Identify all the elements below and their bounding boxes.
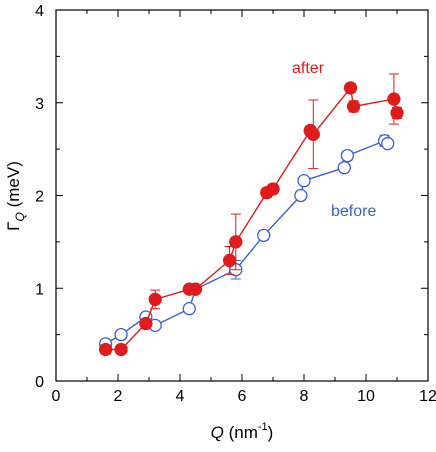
x-axis-title: Q (nm-1) <box>211 421 274 442</box>
y-tick-label: 4 <box>35 3 44 20</box>
data-point-after <box>306 127 320 141</box>
series-label-after: after <box>292 60 325 77</box>
data-point-after <box>390 106 404 120</box>
x-axis-symbol: Q <box>211 423 224 442</box>
data-point-before <box>340 148 355 163</box>
data-point-before <box>257 228 271 243</box>
series-label-before: before <box>331 203 376 220</box>
y-axis-symbol: Γ <box>4 221 23 230</box>
data-point-before <box>114 327 128 342</box>
data-point-after <box>148 292 162 307</box>
data-point-before <box>294 188 308 203</box>
x-tick-label: 10 <box>357 388 375 405</box>
data-point-after <box>229 235 243 249</box>
y-axis-unit: (meV) <box>4 161 23 212</box>
data-point-after <box>98 342 113 357</box>
y-axis-title: ΓQ (meV) <box>4 161 27 231</box>
data-point-before <box>381 136 395 151</box>
x-axis-unit-exponent: -1 <box>258 421 268 433</box>
x-tick-label: 2 <box>114 388 123 405</box>
y-tick-label: 1 <box>35 281 44 298</box>
y-axis-subscript: Q <box>13 212 27 221</box>
data-point-after <box>387 92 401 106</box>
data-point-before <box>182 302 196 316</box>
data-point-after <box>188 282 203 296</box>
series-after: after <box>98 60 404 357</box>
x-tick-label: 6 <box>238 388 247 405</box>
x-tick-label: 0 <box>52 388 61 405</box>
x-tick-label: 4 <box>176 388 185 405</box>
x-axis-unit-close: ) <box>268 423 274 442</box>
x-tick-label: 12 <box>419 388 436 405</box>
data-point-before <box>337 161 351 175</box>
x-axis-unit: (nm <box>224 423 258 442</box>
plot-area-border <box>55 9 429 382</box>
data-point-after <box>139 316 153 331</box>
x-tick-label: 8 <box>300 388 309 405</box>
plot-frame <box>55 9 429 382</box>
data-point-after <box>346 99 361 114</box>
y-tick-label: 3 <box>35 96 44 113</box>
axis-labels: Q (nm-1)ΓQ (meV) <box>4 161 273 442</box>
data-point-after <box>222 253 237 268</box>
data-point-after <box>114 342 128 357</box>
data-series: before after <box>98 60 404 357</box>
y-tick-label: 0 <box>35 374 44 391</box>
data-point-before <box>297 174 311 188</box>
data-point-after <box>343 81 358 95</box>
series-line-after <box>105 86 398 351</box>
data-point-after <box>266 182 280 196</box>
y-tick-label: 2 <box>35 189 44 206</box>
